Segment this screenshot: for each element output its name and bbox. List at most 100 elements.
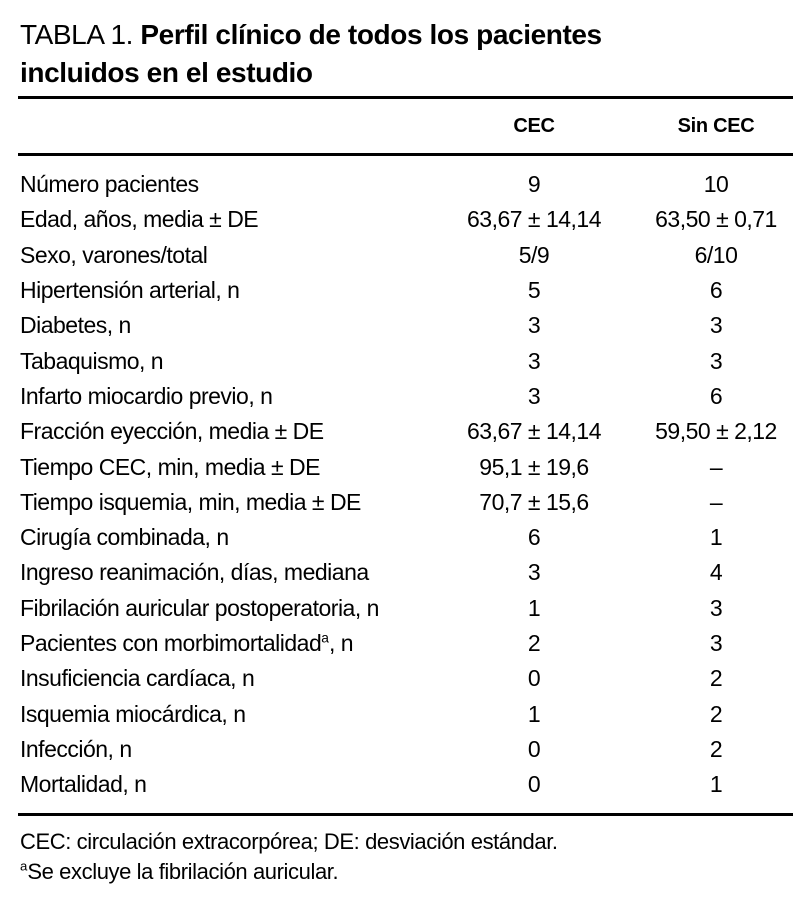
cec-value: 5/9 — [518, 241, 550, 268]
top-rule — [18, 96, 793, 99]
row-label-suffix: , n — [328, 630, 354, 656]
table-row: Insuficiencia cardíaca, n 0 2 — [18, 661, 793, 696]
row-label-text: Insuficiencia cardíaca, n — [20, 665, 255, 692]
sin-cec-value: 3 — [709, 312, 723, 339]
table-footnotes: CEC: circulación extracorpórea; DE: desv… — [20, 827, 773, 887]
table-title-text: Perfil clínico de todos los pacientes in… — [20, 19, 602, 88]
row-label-text: Isquemia miocárdica, n — [20, 700, 246, 727]
cec-value: 70,7 ± 15,6 — [479, 488, 589, 515]
header-rule — [18, 153, 793, 156]
table-row: Diabetes, n 3 3 — [18, 308, 793, 343]
row-label: Mortalidad, n — [18, 771, 429, 798]
footnote-abbreviations: CEC: circulación extracorpórea; DE: desv… — [20, 829, 558, 855]
table-row: Cirugía combinada, n 6 1 — [18, 520, 793, 555]
table-row: Infección, n 0 2 — [18, 732, 793, 767]
row-label-text: Sexo, varones/total — [20, 241, 208, 268]
row-label: Fibrilación auricular postoperatoria, n — [18, 595, 429, 622]
table-header-row: CEC Sin CEC — [18, 99, 793, 153]
row-label: Fracción eyección, media ± DE — [18, 418, 429, 445]
table-row: Tabaquismo, n 3 3 — [18, 343, 793, 378]
row-label: Pacientes con morbimortalidada, n — [18, 630, 429, 657]
row-label-text: Tiempo isquemia, min, media ± DE — [20, 488, 361, 515]
column-header-sin-cec: Sin CEC — [677, 114, 755, 137]
sin-cec-value: – — [709, 488, 723, 515]
table-row: Isquemia miocárdica, n 1 2 — [18, 696, 793, 731]
table-title: TABLA 1. Perfil clínico de todos los pac… — [20, 16, 720, 92]
row-label-text: Tabaquismo, n — [20, 347, 164, 374]
cec-value: 1 — [527, 700, 541, 727]
sin-cec-value: 63,50 ± 0,71 — [655, 206, 777, 233]
row-label: Cirugía combinada, n — [18, 524, 429, 551]
sin-cec-value: 6 — [709, 277, 723, 304]
sin-cec-value: 4 — [709, 559, 723, 586]
row-label-text: Diabetes, n — [20, 312, 131, 339]
table-row: Fibrilación auricular postoperatoria, n … — [18, 591, 793, 626]
sin-cec-value: 2 — [709, 735, 723, 762]
cec-value: 95,1 ± 19,6 — [479, 453, 589, 480]
row-label-text: Tiempo CEC, min, media ± DE — [20, 453, 320, 480]
cec-value: 3 — [527, 559, 541, 586]
table-row: Ingreso reanimación, días, mediana 3 4 — [18, 555, 793, 590]
row-label-text: Hipertensión arterial, n — [20, 277, 240, 304]
row-label-text: Edad, años, media ± DE — [20, 206, 259, 233]
table-body: Número pacientes 9 10 Edad, años, media … — [18, 156, 793, 813]
sin-cec-value: 1 — [709, 771, 723, 798]
table-row: Hipertensión arterial, n 5 6 — [18, 273, 793, 308]
sin-cec-value: 3 — [709, 594, 723, 621]
cec-value: 1 — [527, 594, 541, 621]
table-row: Tiempo isquemia, min, media ± DE 70,7 ± … — [18, 485, 793, 520]
cec-value: 3 — [527, 382, 541, 409]
row-label: Ingreso reanimación, días, mediana — [18, 559, 429, 586]
bottom-rule — [18, 813, 793, 817]
row-label-text: Infección, n — [20, 735, 132, 762]
cec-value: 5 — [527, 277, 541, 304]
row-label-text: Número pacientes — [20, 171, 199, 198]
cec-value: 6 — [527, 524, 541, 551]
table-row: Edad, años, media ± DE 63,67 ± 14,14 63,… — [18, 202, 793, 237]
row-label-text: Ingreso reanimación, días, mediana — [20, 559, 369, 586]
sin-cec-value: 3 — [709, 630, 723, 656]
table-row: Número pacientes 9 10 — [18, 167, 793, 202]
row-label: Isquemia miocárdica, n — [18, 701, 429, 728]
row-label: Número pacientes — [18, 171, 429, 198]
row-label-text: Cirugía combinada, n — [20, 524, 229, 551]
column-header-cec: CEC — [513, 114, 555, 137]
cec-value: 3 — [527, 312, 541, 339]
sin-cec-value: 59,50 ± 2,12 — [655, 418, 777, 445]
cec-value: 63,67 ± 14,14 — [466, 418, 602, 445]
table-row: Fracción eyección, media ± DE 63,67 ± 14… — [18, 414, 793, 449]
sin-cec-value: 3 — [709, 347, 723, 374]
table-row: Tiempo CEC, min, media ± DE 95,1 ± 19,6 … — [18, 449, 793, 484]
row-label-text: Mortalidad, n — [20, 771, 147, 798]
cec-value: 3 — [527, 347, 541, 374]
footnote-a: aSe excluye la fibrilación auricular. — [20, 857, 773, 887]
sin-cec-value: 6 — [709, 382, 723, 409]
cec-value: 63,67 ± 14,14 — [466, 206, 602, 233]
sin-cec-value: 2 — [709, 665, 723, 692]
table-row: Mortalidad, n 0 1 — [18, 767, 793, 802]
row-label: Insuficiencia cardíaca, n — [18, 665, 429, 692]
row-label-superscript: a — [321, 630, 329, 646]
row-label: Tiempo isquemia, min, media ± DE — [18, 489, 429, 516]
row-label: Edad, años, media ± DE — [18, 206, 429, 233]
sin-cec-value: 6/10 — [694, 241, 738, 268]
row-label: Infección, n — [18, 736, 429, 763]
row-label-text: Pacientes con morbimortalidad — [20, 630, 322, 656]
footnote-a-text: Se excluye la fibrilación auricular. — [27, 859, 339, 885]
sin-cec-value: 2 — [709, 700, 723, 727]
row-label-text: Infarto miocardio previo, n — [20, 382, 273, 409]
footnote-a-marker: a — [20, 859, 28, 875]
sin-cec-value: 10 — [703, 171, 729, 198]
cec-value: 2 — [527, 630, 541, 656]
cec-value: 0 — [527, 771, 541, 798]
row-label: Hipertensión arterial, n — [18, 277, 429, 304]
table-row: Pacientes con morbimortalidada, n 2 3 — [18, 626, 793, 661]
cec-value: 9 — [527, 171, 541, 198]
table-row: Infarto miocardio previo, n 3 6 — [18, 379, 793, 414]
row-label: Diabetes, n — [18, 312, 429, 339]
sin-cec-value: – — [709, 453, 723, 480]
table-number-label: TABLA 1. — [20, 19, 141, 50]
row-label-text: Fracción eyección, media ± DE — [20, 418, 324, 445]
table-row: Sexo, varones/total 5/9 6/10 — [18, 238, 793, 273]
